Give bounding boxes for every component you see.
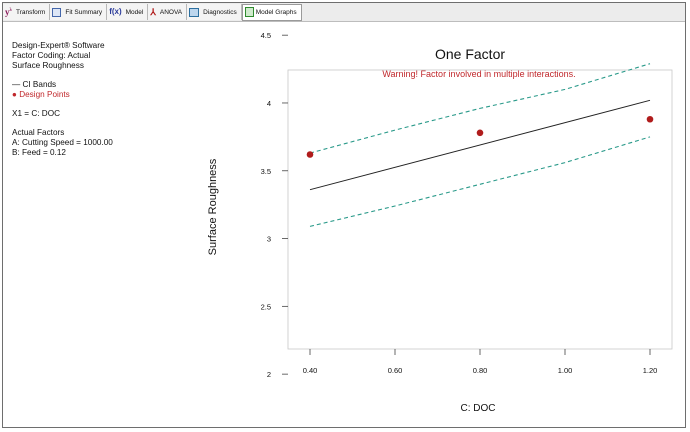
x-tick-label: 0.80 [473, 366, 488, 375]
fx-icon: f(x) [109, 7, 122, 16]
legend-design-points: ● Design Points [12, 90, 70, 99]
response-name: Surface Roughness [12, 61, 84, 70]
graph-info-panel: Design-Expert® Software Factor Coding: A… [12, 41, 113, 158]
design-point [306, 151, 314, 158]
ci-band-lower [309, 136, 651, 227]
ci-band-upper [309, 63, 651, 154]
design-point [476, 129, 484, 137]
x-tick-label: 0.40 [303, 366, 318, 375]
tab-label: ANOVA [159, 8, 183, 16]
legend-ci-bands: — CI Bands [12, 80, 57, 89]
tab-label: Model Graphs [255, 8, 297, 16]
tab-model[interactable]: f(x) Model [107, 4, 149, 20]
plot-area-frame [287, 69, 673, 350]
x-axis-label: C: DOC [461, 403, 496, 414]
y-tick-label: 3.5 [261, 167, 271, 176]
tab-label: Transform [15, 8, 46, 16]
y-tick-label: 3 [267, 235, 271, 244]
diagnostics-icon [189, 7, 200, 17]
fit-summary-icon [52, 7, 62, 17]
tab-label: Model [125, 8, 144, 16]
x-tick-label: 1.20 [643, 366, 658, 375]
tab-anova[interactable]: ⅄ ANOVA [148, 4, 188, 20]
tab-transform[interactable]: yλ Transform [3, 4, 51, 20]
y-tick-label: 4.5 [261, 31, 271, 40]
tab-fit-summary[interactable]: Fit Summary [50, 4, 108, 20]
y-tick-label: 2 [267, 370, 271, 379]
transform-y-icon: yλ [5, 6, 12, 17]
actual-factors-title: Actual Factors [12, 128, 65, 137]
model-graphs-icon [244, 7, 254, 17]
y-tick-label: 2.5 [261, 302, 271, 311]
tab-label: Fit Summary [65, 8, 103, 16]
fit-line [309, 99, 651, 191]
factor-coding: Factor Coding: Actual [12, 51, 91, 60]
y-tick-label: 4 [267, 99, 271, 108]
actual-factor-a: A: Cutting Speed = 1000.00 [12, 138, 113, 147]
x1-factor: X1 = C: DOC [12, 109, 61, 118]
design-point [646, 115, 654, 123]
window-frame: yλ Transform Fit Summary f(x) Model ⅄ AN… [2, 2, 686, 428]
tab-label: Diagnostics [203, 8, 237, 16]
actual-factor-b: B: Feed = 0.12 [12, 148, 66, 157]
anova-icon: ⅄ [150, 6, 156, 17]
x-tick-label: 1.00 [558, 366, 573, 375]
tab-diagnostics[interactable]: Diagnostics [187, 4, 242, 20]
chart-warning: Warning! Factor involved in multiple int… [382, 69, 575, 79]
tab-model-graphs[interactable]: Model Graphs [241, 3, 302, 21]
chart-title: One Factor [435, 46, 505, 62]
toolbar: yλ Transform Fit Summary f(x) Model ⅄ AN… [3, 3, 685, 22]
software-name: Design-Expert® Software [12, 41, 105, 50]
x-tick-label: 0.60 [388, 366, 403, 375]
y-axis-label: Surface Roughness [207, 158, 219, 255]
